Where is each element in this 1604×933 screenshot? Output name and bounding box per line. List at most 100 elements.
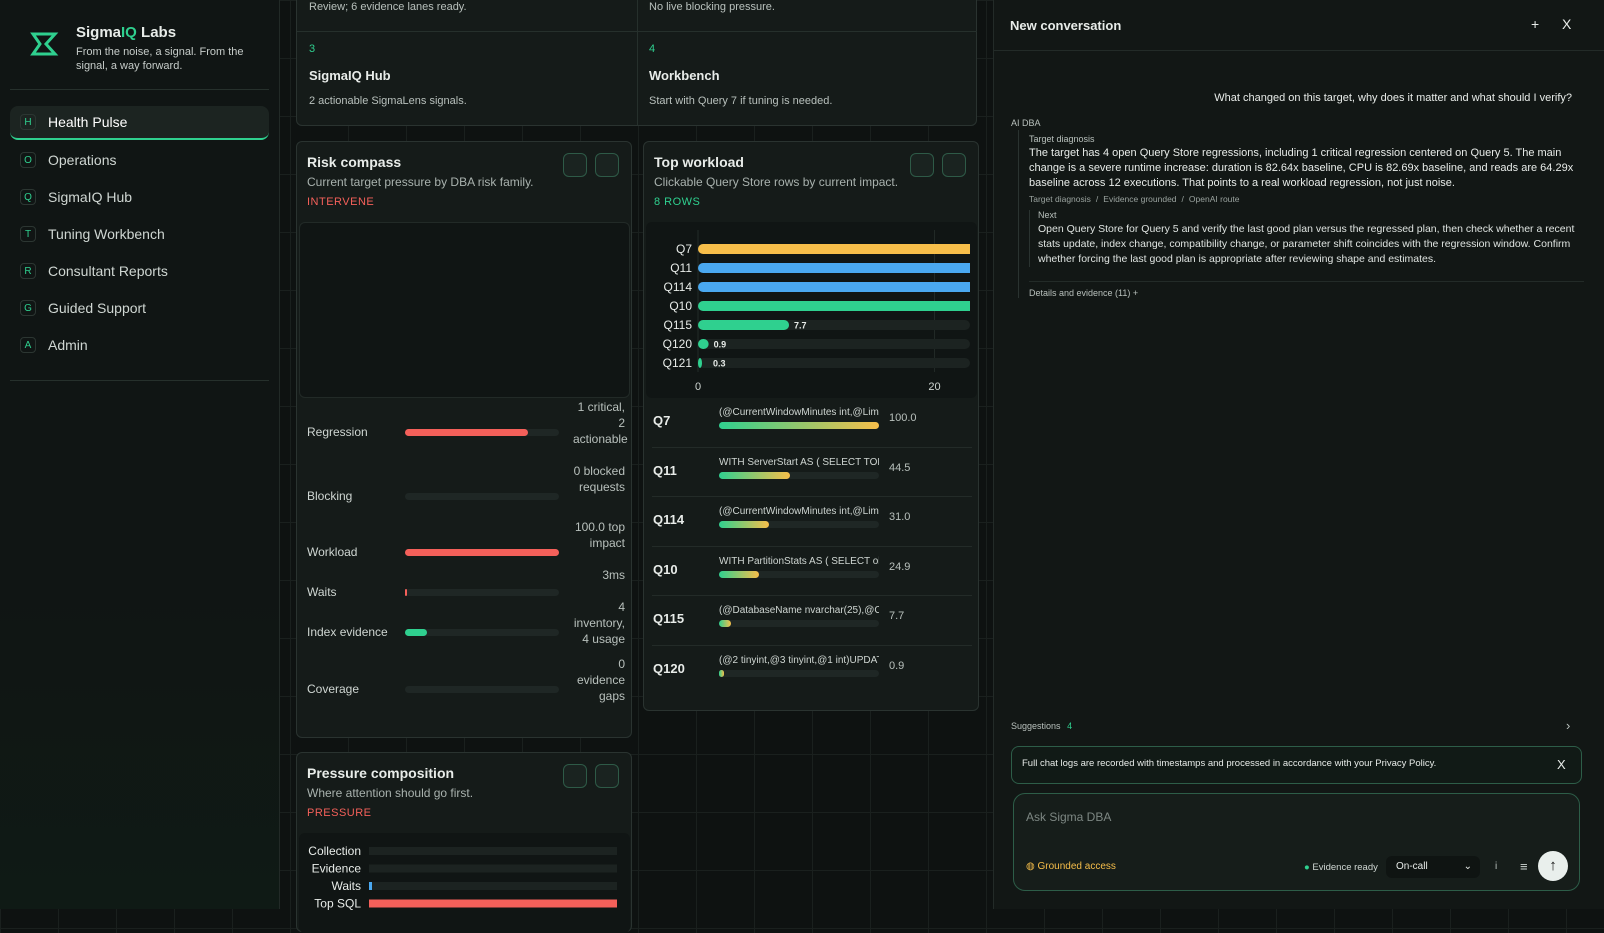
row-divider <box>652 595 972 596</box>
y-tick-label: Waits <box>331 879 361 893</box>
nav-label: Consultant Reports <box>48 263 168 279</box>
compare-button[interactable] <box>563 153 587 177</box>
row-query: (@DatabaseName nvarchar(25),@Co... <box>719 605 879 616</box>
card-title: Pressure composition <box>307 765 455 781</box>
meta-item: Evidence grounded <box>1103 194 1177 204</box>
divider <box>994 50 1604 51</box>
nav-key: Q <box>20 189 36 205</box>
y-tick-label: Q114 <box>664 280 693 294</box>
suggestions[interactable]: Suggestions 4 <box>1011 721 1072 731</box>
nav-key: A <box>20 337 36 353</box>
nav-item[interactable]: H Health Pulse <box>10 106 269 140</box>
next-label: Next <box>1038 210 1057 220</box>
section-label: Target diagnosis <box>1029 134 1095 144</box>
mode-label: On-call <box>1396 861 1428 872</box>
close-button[interactable]: X <box>1562 16 1572 32</box>
row-divider <box>652 496 972 497</box>
chat-panel: New conversation + X What changed on thi… <box>993 0 1604 909</box>
row-divider <box>652 545 972 547</box>
card-subtitle: Current target pressure by DBA risk fami… <box>307 175 534 189</box>
sidebar: SigmaIQ Labs From the noise, a signal. F… <box>0 0 280 909</box>
row-bar <box>719 669 724 677</box>
nav-label: Tuning Workbench <box>48 226 165 242</box>
nav-key: O <box>20 152 36 168</box>
row-divider <box>652 644 972 646</box>
row-value: 100.0 <box>889 412 917 424</box>
risk-label: Blocking <box>307 489 353 503</box>
nav-key: R <box>20 263 36 279</box>
notice-text: Full chat logs are recorded with timesta… <box>1022 758 1437 769</box>
y-tick-label: Evidence <box>312 862 362 876</box>
pressure-card: Pressure composition Where attention sho… <box>296 752 632 933</box>
nav-item[interactable]: G Guided Support <box>10 291 269 325</box>
answer-meta: Target diagnosis / Evidence grounded / OpenA… <box>1029 194 1584 204</box>
divider <box>10 89 269 90</box>
details-toggle[interactable]: Details and evidence (11) + <box>1029 281 1584 298</box>
send-button[interactable]: ↑ <box>1538 851 1568 881</box>
row-query: (@2 tinyint,@3 tinyint,@1 int)UPDAT... <box>719 654 879 666</box>
summary-index: 4 <box>649 43 656 55</box>
report-button[interactable] <box>595 153 619 177</box>
x-tick-label: 20 <box>928 381 940 393</box>
settings-button[interactable]: ≡ <box>1520 859 1528 874</box>
bar-track <box>698 339 970 349</box>
report-button[interactable] <box>942 153 966 177</box>
logo <box>30 32 59 56</box>
risk-label: Index evidence <box>307 625 388 639</box>
nav-item[interactable]: T Tuning Workbench <box>10 217 269 251</box>
access-label: Grounded access <box>1037 861 1116 872</box>
nav-item[interactable]: R Consultant Reports <box>10 254 269 288</box>
info-button[interactable]: i <box>1495 861 1498 872</box>
risk-label: Regression <box>307 425 368 439</box>
brand-part: IQ <box>121 24 137 41</box>
mode-select[interactable]: On-call ⌄ <box>1386 856 1480 878</box>
risk-label: Coverage <box>307 682 360 696</box>
row-divider <box>652 446 972 448</box>
bar <box>698 301 970 311</box>
nav-item[interactable]: Q SigmaIQ Hub <box>10 180 269 214</box>
chat-title[interactable]: New conversation <box>1010 18 1122 33</box>
summary-text: 2 actionable SigmaLens signals. <box>309 95 467 107</box>
bar <box>369 882 372 890</box>
tagline: From the noise, a signal. From the signa… <box>76 46 244 72</box>
new-button[interactable]: + <box>1531 16 1540 32</box>
risk-track <box>405 589 559 596</box>
y-tick-label: Q7 <box>676 242 692 256</box>
summary-index: 3 <box>309 43 316 55</box>
input-placeholder[interactable]: Ask Sigma DBA <box>1026 810 1112 824</box>
access-chip[interactable]: ◍ Grounded access <box>1026 861 1116 872</box>
bar <box>698 339 709 349</box>
notice-close[interactable]: X <box>1557 757 1566 772</box>
risk-track <box>405 493 559 500</box>
compare-button[interactable] <box>563 764 587 788</box>
row-query: (@CurrentWindowMinutes int,@Limi... <box>719 506 879 517</box>
row-bar <box>719 521 769 528</box>
row-bar <box>719 471 791 479</box>
nav-item[interactable]: A Admin <box>10 328 269 362</box>
summary-title: Workbench <box>649 68 720 83</box>
y-tick-label: Collection <box>308 844 361 858</box>
nav-item[interactable]: O Operations <box>10 143 269 177</box>
risk-note: 1 critical, 2 actionable <box>573 400 628 446</box>
bar-track <box>369 864 617 873</box>
report-button[interactable] <box>595 764 619 788</box>
compare-button[interactable] <box>910 153 934 177</box>
nav-key: G <box>20 300 36 316</box>
value-label: 0.9 <box>714 340 727 350</box>
row-id: Q115 <box>653 611 685 626</box>
risk-note: 3ms <box>602 568 625 582</box>
nav-label: Operations <box>48 152 117 168</box>
card-subtitle: Where attention should go first. <box>307 786 474 800</box>
suggestions-arrow[interactable]: › <box>1566 718 1571 733</box>
brand: SigmaIQ Labs <box>76 24 176 41</box>
x-tick-label: 0 <box>695 381 701 393</box>
nav-key: T <box>20 226 36 242</box>
bar-track <box>369 847 617 855</box>
user-message: What changed on this target, why does it… <box>1214 92 1572 104</box>
brand-part: Sigma <box>76 24 122 41</box>
row-track <box>719 620 879 627</box>
meta-item: Target diagnosis <box>1029 194 1091 204</box>
row-bar <box>719 422 879 429</box>
risk-label: Waits <box>307 585 337 599</box>
